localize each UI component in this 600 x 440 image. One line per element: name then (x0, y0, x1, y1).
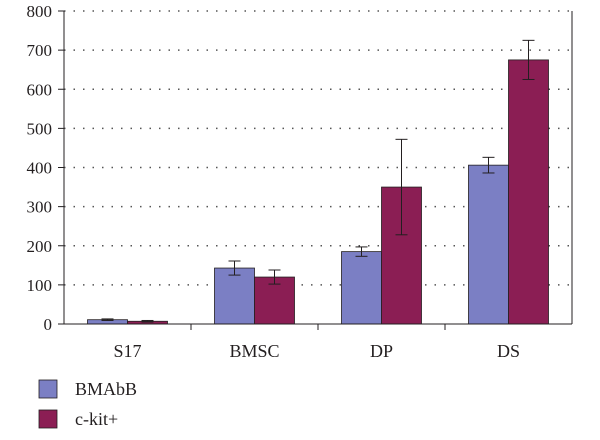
legend-label: c-kit+ (75, 409, 118, 429)
y-tick-labels: 0 100 200 300 400 500 600 700 800 (27, 2, 53, 334)
y-tick-label: 600 (27, 80, 53, 99)
legend-swatch (38, 379, 58, 399)
error-bars (101, 39, 535, 323)
category-labels: S17 BMSC DP DS (113, 341, 520, 361)
bar-ckit-ds (508, 59, 549, 325)
bar-bmabb-ds (468, 164, 509, 325)
bar-bmabb-bmsc (214, 267, 255, 325)
axes (58, 10, 573, 330)
bars (87, 59, 549, 325)
legend-label: BMAbB (75, 379, 137, 399)
y-tick-label: 200 (27, 237, 53, 256)
category-label: BMSC (229, 341, 279, 361)
y-tick-label: 0 (44, 315, 53, 334)
bar-bmabb-dp (341, 251, 382, 325)
y-tick-label: 100 (27, 276, 53, 295)
legend: BMAbB c-kit+ (38, 379, 137, 429)
legend-swatch (38, 409, 58, 429)
y-tick-label: 800 (27, 2, 53, 21)
category-label: DS (497, 341, 520, 361)
category-label: DP (370, 341, 393, 361)
y-tick-label: 500 (27, 119, 53, 138)
y-tick-label: 700 (27, 41, 53, 60)
y-tick-label: 300 (27, 198, 53, 217)
y-tick-label: 400 (27, 159, 53, 178)
bar-ckit-bmsc (254, 276, 295, 325)
category-label: S17 (113, 341, 141, 361)
